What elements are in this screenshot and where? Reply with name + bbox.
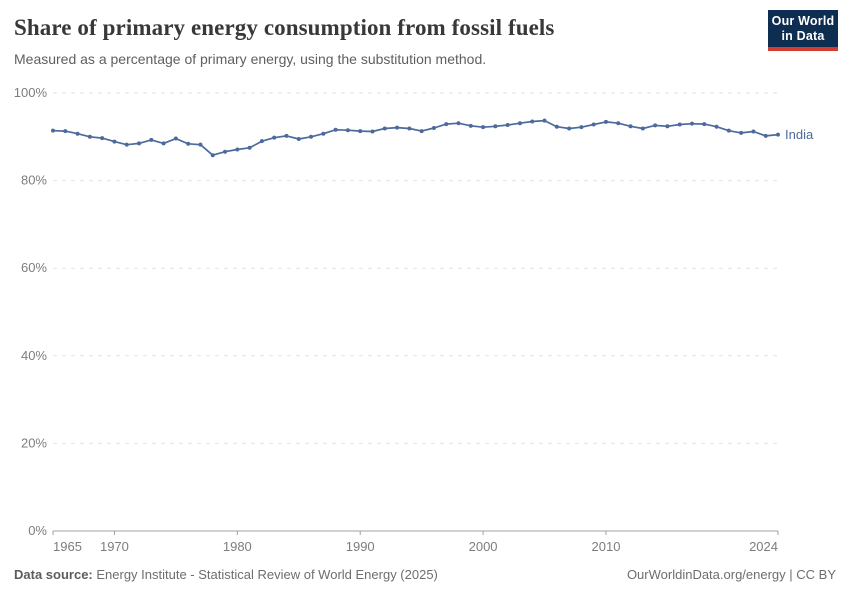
x-tick-label-2000: 2000	[469, 539, 498, 554]
data-point-2018[interactable]	[702, 122, 707, 127]
x-tick-label-1990: 1990	[346, 539, 375, 554]
data-point-2016[interactable]	[677, 122, 682, 127]
data-point-1998[interactable]	[456, 121, 461, 126]
owid-credit-link[interactable]: OurWorldinData.org/energy | CC BY	[626, 567, 836, 582]
data-point-2019[interactable]	[714, 124, 719, 129]
series-line-india[interactable]	[52, 119, 779, 157]
data-point-1997[interactable]	[444, 122, 449, 127]
data-point-1990[interactable]	[358, 129, 363, 134]
data-point-1972[interactable]	[137, 141, 142, 146]
data-point-1983[interactable]	[272, 135, 277, 140]
data-point-1969[interactable]	[100, 136, 105, 141]
series-label-india[interactable]: India	[785, 127, 814, 142]
data-point-2011[interactable]	[616, 121, 621, 126]
data-point-1989[interactable]	[345, 128, 350, 133]
data-point-1985[interactable]	[296, 136, 301, 141]
data-point-2009[interactable]	[591, 122, 596, 127]
data-point-1978[interactable]	[210, 153, 215, 158]
data-point-1976[interactable]	[186, 141, 191, 146]
data-point-1981[interactable]	[247, 145, 252, 150]
data-point-2020[interactable]	[726, 128, 731, 133]
data-point-1971[interactable]	[124, 142, 129, 147]
data-point-2000[interactable]	[481, 125, 486, 130]
data-point-2021[interactable]	[739, 130, 744, 135]
data-point-1979[interactable]	[223, 149, 228, 154]
chart-subtitle: Measured as a percentage of primary ener…	[14, 51, 487, 67]
x-tick-label-2010: 2010	[592, 539, 621, 554]
y-tick-label-40: 40%	[21, 348, 47, 363]
data-point-1999[interactable]	[468, 123, 473, 128]
owid-logo-line2: in Data	[781, 28, 825, 43]
data-point-2015[interactable]	[665, 124, 670, 129]
data-point-2006[interactable]	[554, 124, 559, 129]
data-point-1993[interactable]	[395, 125, 400, 130]
data-point-2014[interactable]	[653, 123, 658, 128]
data-point-1970[interactable]	[112, 139, 117, 144]
data-point-2005[interactable]	[542, 118, 547, 123]
data-point-2003[interactable]	[517, 121, 522, 126]
data-point-2023[interactable]	[763, 133, 768, 138]
page-title: Share of primary energy consumption from…	[14, 15, 555, 40]
y-tick-label-60: 60%	[21, 260, 47, 275]
data-point-1994[interactable]	[407, 126, 412, 131]
data-source-text: Energy Institute - Statistical Review of…	[92, 567, 438, 582]
data-point-1973[interactable]	[149, 137, 154, 142]
data-point-1966[interactable]	[63, 129, 68, 134]
data-point-1996[interactable]	[431, 126, 436, 131]
x-tick-label-1970: 1970	[100, 539, 129, 554]
chart-footer: Data source: Energy Institute - Statisti…	[14, 567, 836, 587]
owid-logo-line1: Our World	[771, 13, 835, 28]
data-point-1991[interactable]	[370, 129, 375, 134]
data-point-2007[interactable]	[567, 126, 572, 131]
data-point-1977[interactable]	[198, 142, 203, 147]
x-tick-label-2024: 2024	[749, 539, 778, 554]
data-point-2013[interactable]	[640, 126, 645, 131]
data-point-2024[interactable]	[776, 132, 780, 137]
data-point-2008[interactable]	[579, 125, 584, 130]
data-point-1974[interactable]	[161, 141, 166, 146]
data-point-1982[interactable]	[259, 139, 264, 144]
data-point-1995[interactable]	[419, 129, 424, 134]
data-point-2001[interactable]	[493, 124, 498, 129]
data-point-1988[interactable]	[333, 127, 338, 132]
data-point-2022[interactable]	[751, 129, 756, 134]
x-tick-label-1965: 1965	[53, 539, 82, 554]
data-point-1980[interactable]	[235, 147, 240, 152]
data-source: Data source: Energy Institute - Statisti…	[14, 567, 438, 582]
data-point-1987[interactable]	[321, 131, 326, 136]
data-point-1986[interactable]	[309, 134, 314, 139]
data-point-1967[interactable]	[75, 131, 80, 136]
y-tick-label-100: 100%	[14, 85, 48, 100]
data-point-1965[interactable]	[51, 128, 55, 133]
data-point-2002[interactable]	[505, 122, 510, 127]
data-point-2010[interactable]	[603, 119, 608, 124]
data-source-label: Data source:	[14, 567, 93, 582]
y-tick-label-80: 80%	[21, 173, 47, 188]
owid-logo[interactable]: Our World in Data	[768, 10, 838, 51]
data-point-1968[interactable]	[87, 134, 92, 139]
y-tick-label-0: 0%	[28, 523, 47, 538]
data-point-2017[interactable]	[689, 121, 694, 126]
data-point-1984[interactable]	[284, 133, 289, 138]
data-point-2012[interactable]	[628, 124, 633, 129]
y-tick-label-20: 20%	[21, 435, 47, 450]
x-tick-label-1980: 1980	[223, 539, 252, 554]
data-point-1992[interactable]	[382, 126, 387, 131]
data-point-1975[interactable]	[173, 136, 178, 141]
data-point-2004[interactable]	[530, 119, 535, 124]
